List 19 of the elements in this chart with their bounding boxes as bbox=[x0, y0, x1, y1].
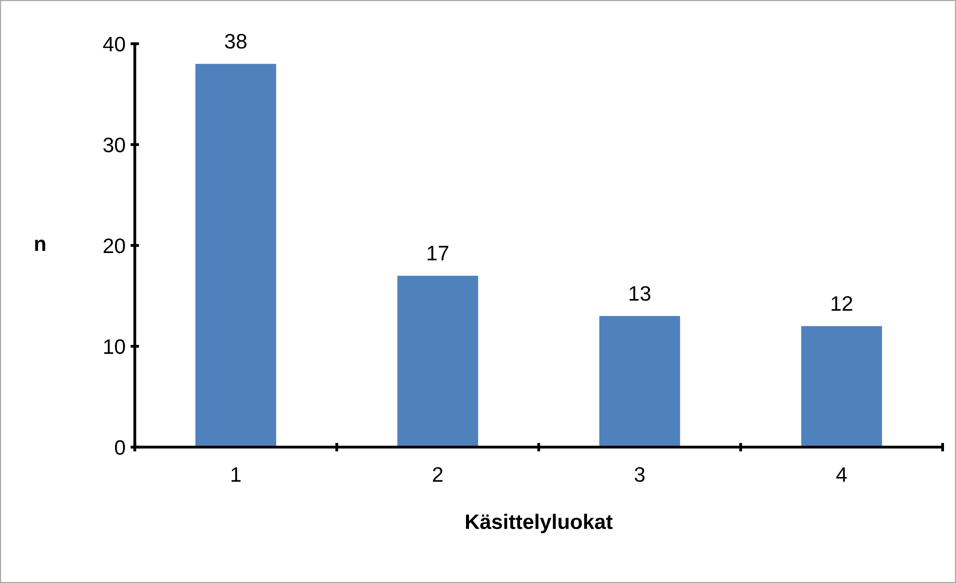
y-tick-label: 30 bbox=[103, 138, 125, 152]
bar bbox=[195, 64, 276, 448]
y-tick-label: 20 bbox=[104, 238, 125, 254]
data-label: 12 bbox=[832, 296, 852, 311]
bar bbox=[599, 316, 680, 448]
x-tick-label: 1 bbox=[232, 467, 241, 482]
x-tick-label: 3 bbox=[634, 467, 645, 482]
y-tick-label: 40 bbox=[103, 36, 125, 52]
bar bbox=[397, 276, 478, 448]
bar bbox=[801, 326, 882, 448]
data-label: 38 bbox=[224, 34, 246, 49]
data-label: 17 bbox=[428, 246, 448, 260]
data-label: 13 bbox=[630, 286, 650, 301]
x-tick-label: 2 bbox=[432, 467, 442, 482]
y-tick-label: 10 bbox=[104, 339, 125, 354]
y-tick-label: 0 bbox=[114, 440, 125, 455]
y-axis-title: n bbox=[35, 240, 46, 251]
x-tick-label: 4 bbox=[836, 467, 847, 482]
x-axis-title: Käsittelyluokat bbox=[466, 514, 613, 534]
